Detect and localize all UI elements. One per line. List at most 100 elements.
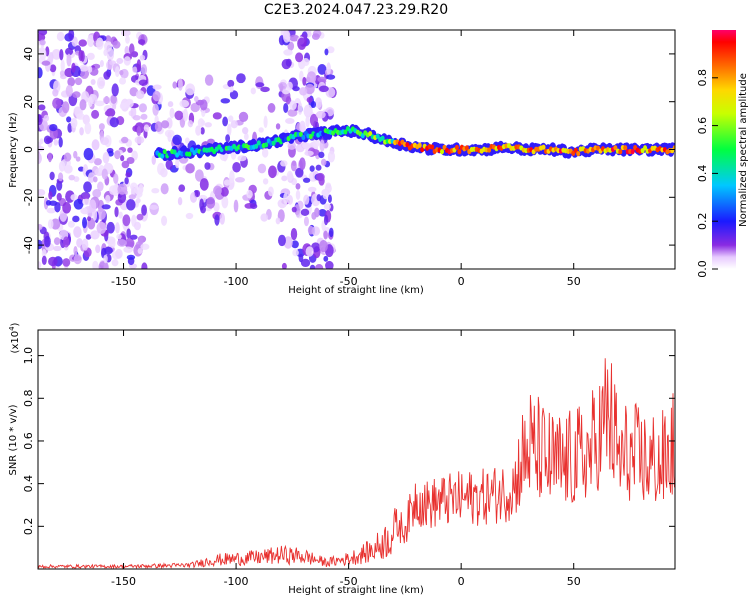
noise-point xyxy=(38,189,46,196)
noise-point xyxy=(47,219,54,229)
noise-point xyxy=(297,37,307,50)
colorbar-label: Normalized spectral amplitude xyxy=(738,73,749,227)
x-tick-label: -50 xyxy=(340,575,358,588)
noise-point xyxy=(311,211,317,220)
chart-title: C2E3.2024.047.23.29.R20 xyxy=(264,2,448,18)
noise-point xyxy=(90,79,96,86)
noise-point xyxy=(114,206,119,218)
snr-y-ticks: 0.2 0.4 0.6 0.8 1.0 xyxy=(22,347,675,535)
noise-point xyxy=(229,86,234,93)
noise-point xyxy=(96,221,107,234)
noise-point xyxy=(50,218,61,230)
noise-point xyxy=(316,194,322,202)
noise-point xyxy=(92,260,99,269)
noise-point xyxy=(327,194,332,203)
noise-point xyxy=(302,76,307,86)
noise-point xyxy=(121,136,129,144)
noise-point xyxy=(108,239,116,249)
noise-point xyxy=(305,115,310,128)
noise-point xyxy=(38,261,42,269)
track-point xyxy=(430,144,435,150)
noise-point xyxy=(267,186,274,197)
track-point xyxy=(405,142,410,148)
noise-point xyxy=(263,115,268,128)
noise-point xyxy=(111,83,119,97)
noise-point xyxy=(232,161,241,173)
noise-point xyxy=(291,206,297,213)
noise-point xyxy=(214,214,220,226)
noise-point xyxy=(65,84,73,97)
noise-point xyxy=(197,118,205,128)
noise-point xyxy=(114,180,119,194)
noise-point xyxy=(317,64,327,75)
noise-point xyxy=(56,31,65,42)
snr-x-ticks: -150 -100 -50 0 50 xyxy=(111,330,581,588)
track-point xyxy=(630,149,635,155)
noise-point xyxy=(325,260,334,269)
noise-point xyxy=(87,216,92,222)
noise-point xyxy=(38,224,43,231)
noise-point xyxy=(143,124,150,132)
noise-point xyxy=(228,115,234,122)
noise-point xyxy=(177,197,183,206)
noise-point xyxy=(315,110,326,119)
noise-point xyxy=(199,178,209,191)
noise-point xyxy=(314,264,324,269)
track-point xyxy=(618,149,623,155)
noise-point xyxy=(105,194,111,204)
noise-point xyxy=(63,152,72,162)
noise-point xyxy=(179,99,190,108)
noise-point xyxy=(318,151,325,159)
y-tick-label: -20 xyxy=(22,188,35,206)
noise-point xyxy=(320,158,327,166)
noise-point xyxy=(136,213,144,221)
track-point xyxy=(271,140,276,146)
track-point xyxy=(187,151,192,157)
noise-point xyxy=(213,185,222,196)
snr-line xyxy=(38,358,675,569)
noise-point xyxy=(119,70,124,76)
noise-point xyxy=(116,57,124,65)
noise-point xyxy=(260,213,269,222)
noise-point xyxy=(139,54,146,61)
track-point xyxy=(623,145,628,151)
spectrogram-x-ticks: -150 -100 -50 0 50 xyxy=(111,30,581,288)
noise-point xyxy=(125,172,131,178)
noise-point xyxy=(160,168,168,178)
noise-point xyxy=(187,120,194,128)
colorbar-tick-label: 0.4 xyxy=(696,165,709,183)
noise-point xyxy=(127,147,133,153)
noise-point xyxy=(185,212,194,220)
colorbar-tick-label: 0.6 xyxy=(696,117,709,135)
noise-point xyxy=(220,98,231,104)
noise-point xyxy=(79,127,84,136)
noise-point xyxy=(169,107,175,119)
noise-point xyxy=(38,47,45,53)
noise-point xyxy=(309,165,315,172)
track-point xyxy=(380,135,385,141)
track-point xyxy=(573,147,578,153)
noise-point xyxy=(327,150,336,163)
noise-point xyxy=(129,43,135,56)
noise-point xyxy=(83,147,94,161)
noise-point xyxy=(326,62,331,75)
noise-point xyxy=(175,158,180,169)
noise-point xyxy=(74,77,83,86)
spectrogram-y-ticks: -40 -20 0 20 40 xyxy=(22,47,675,254)
noise-point xyxy=(204,122,212,128)
noise-point xyxy=(93,158,102,166)
noise-point xyxy=(227,79,235,88)
noise-point xyxy=(303,194,310,205)
noise-point xyxy=(120,155,125,162)
noise-point xyxy=(60,59,65,72)
noise-point xyxy=(132,115,141,121)
noise-point xyxy=(138,184,144,194)
noise-point xyxy=(229,90,239,100)
noise-point xyxy=(250,203,258,210)
noise-point xyxy=(83,181,92,193)
noise-point xyxy=(199,99,208,111)
noise-point xyxy=(172,81,178,89)
noise-point xyxy=(292,249,299,257)
noise-point xyxy=(326,46,335,54)
noise-point xyxy=(141,262,148,269)
